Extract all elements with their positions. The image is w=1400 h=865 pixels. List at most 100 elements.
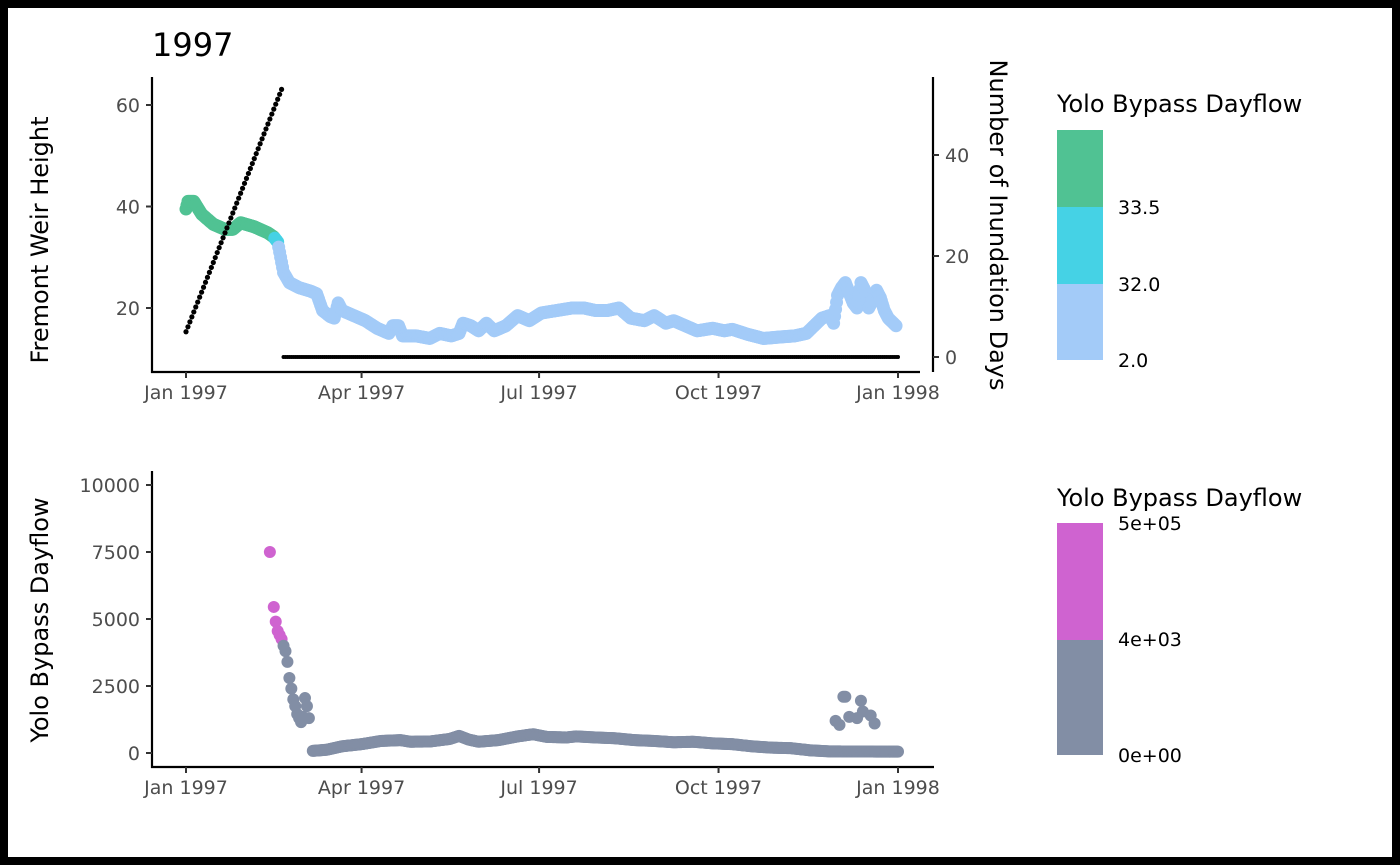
bottom-legend-label: 0e+00 [1118,745,1182,767]
top-legend-label: 32.0 [1118,274,1160,296]
dayflow-point [267,600,280,613]
inundation-point [273,101,279,107]
dayflow-point [283,671,296,684]
inundation-point [210,259,216,266]
inundation-point [200,284,207,290]
inundation-point [232,205,238,211]
inundation-point [202,279,209,285]
top-y-axis-title: Fremont Weir Height [26,116,54,363]
x-tick-label: Apr 1997 [318,382,405,404]
dayflow-point [285,682,298,695]
x-tick-label: Jul 1997 [499,382,577,404]
x-tick-label: Jan 1997 [143,382,228,404]
x-tick-label: Jul 1997 [499,777,577,799]
inundation-point [191,309,197,315]
x-tick-label: Jan 1998 [855,382,940,404]
x-tick-label: Jan 1998 [855,777,940,799]
inundation-point [222,230,228,236]
top-legend-label: 2.0 [1118,350,1148,372]
dayflow-point [302,712,315,725]
inundation-point [228,215,234,221]
inundation-point [261,131,267,137]
bottom-legend-label: 4e+03 [1118,629,1182,651]
inundation-point [251,156,257,162]
y-tick-label: 10000 [80,475,140,497]
inundation-point [226,220,232,226]
inundation-point [253,151,259,157]
legend-swatch [1057,523,1103,640]
dayflow-point [263,546,276,558]
chart-title: 1997 [152,26,233,64]
dayflow-point [854,694,867,707]
inundation-point [241,180,248,186]
y-tick-label: 7500 [92,542,140,564]
plot-background [8,8,1392,857]
weir-height-point [889,319,903,333]
y-tick-label: 20 [116,298,140,320]
inundation-point [257,141,263,147]
top-panel: 20 40 60 0 20 40 Jan 1997 Apr 1997 Jul 1997 Oct 1… [116,77,969,404]
inundation-point [255,146,261,152]
bottom-y-axis-title: Yolo Bypass Dayflow [26,497,54,743]
y-tick-label: 40 [116,197,140,219]
dayflow-point [300,700,313,713]
x-tick-label: Oct 1997 [675,777,762,799]
inundation-point [243,175,250,181]
inundation-point [230,210,236,216]
inundation-point [197,294,203,300]
dayflow-point [269,615,282,628]
inundation-point [220,235,226,241]
y-tick-label: 60 [116,95,140,117]
legend-swatch [1057,130,1103,207]
inundation-point [224,225,230,231]
inundation-point [214,249,220,256]
inundation-point [183,329,189,335]
inundation-point [267,116,273,122]
inundation-point [234,200,240,206]
inundation-point [204,274,211,280]
inundation-point [193,304,199,310]
inundation-point [195,299,201,305]
inundation-point [263,126,269,132]
bottom-panel: 0 2500 5000 7500 10000 Jan 1997 Apr 1997 Jul 19… [80,471,940,799]
inundation-point [187,319,193,325]
inundation-point [208,264,214,271]
inundation-point [249,160,255,167]
x-tick-label: Jan 1997 [143,777,228,799]
y-tick-label: 0 [128,743,140,765]
inundation-point [247,165,253,172]
inundation-point [189,314,195,320]
inundation-point [185,324,191,330]
bottom-legend-title: Yolo Bypass Dayflow [1056,484,1302,512]
inundation-point [277,91,283,97]
inundation-point [245,170,252,177]
x-tick-label: Apr 1997 [318,777,405,799]
top-legend-title: Yolo Bypass Dayflow [1056,90,1302,118]
inundation-point [265,121,271,127]
inundation-point [236,195,242,201]
y2-tick-label: 20 [945,246,969,268]
inundation-point [896,355,900,359]
legend-swatch [1057,207,1103,284]
legend-swatch [1057,640,1103,755]
y2-tick-label: 40 [945,145,969,167]
bottom-legend-label: 5e+05 [1118,513,1182,535]
top-y2-axis-title: Number of Inundation Days [984,60,1012,391]
inundation-point [199,289,205,295]
inundation-point [238,190,244,196]
dayflow-point [281,655,294,668]
dayflow-point [833,718,846,731]
y-tick-label: 5000 [92,609,140,631]
inundation-point [212,254,218,261]
y2-tick-label: 0 [945,347,957,369]
inundation-point [271,106,277,112]
inundation-point [269,111,275,117]
top-legend-label: 33.5 [1118,197,1160,219]
y-tick-label: 2500 [92,676,140,698]
inundation-point [278,86,285,92]
dayflow-point [279,645,292,658]
inundation-point [239,185,246,191]
dayflow-point [892,745,904,758]
inundation-point [206,269,213,275]
